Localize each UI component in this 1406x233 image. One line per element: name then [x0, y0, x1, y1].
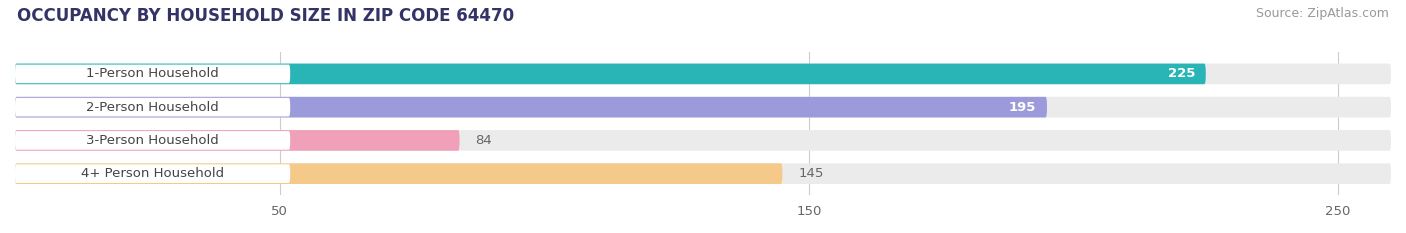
FancyBboxPatch shape [15, 131, 290, 150]
Text: 225: 225 [1168, 67, 1195, 80]
FancyBboxPatch shape [15, 97, 1391, 117]
Text: 3-Person Household: 3-Person Household [86, 134, 219, 147]
FancyBboxPatch shape [15, 130, 1391, 151]
Text: OCCUPANCY BY HOUSEHOLD SIZE IN ZIP CODE 64470: OCCUPANCY BY HOUSEHOLD SIZE IN ZIP CODE … [17, 7, 515, 25]
Text: 84: 84 [475, 134, 492, 147]
FancyBboxPatch shape [15, 163, 782, 184]
FancyBboxPatch shape [15, 64, 1391, 84]
Text: 195: 195 [1010, 101, 1036, 114]
Text: 1-Person Household: 1-Person Household [86, 67, 219, 80]
FancyBboxPatch shape [15, 164, 290, 183]
FancyBboxPatch shape [15, 130, 460, 151]
FancyBboxPatch shape [15, 64, 1206, 84]
Text: 2-Person Household: 2-Person Household [86, 101, 219, 114]
FancyBboxPatch shape [15, 97, 1047, 117]
FancyBboxPatch shape [15, 98, 290, 116]
FancyBboxPatch shape [15, 163, 1391, 184]
Text: 4+ Person Household: 4+ Person Household [82, 167, 224, 180]
FancyBboxPatch shape [15, 65, 290, 83]
Text: 145: 145 [799, 167, 824, 180]
Text: Source: ZipAtlas.com: Source: ZipAtlas.com [1256, 7, 1389, 20]
